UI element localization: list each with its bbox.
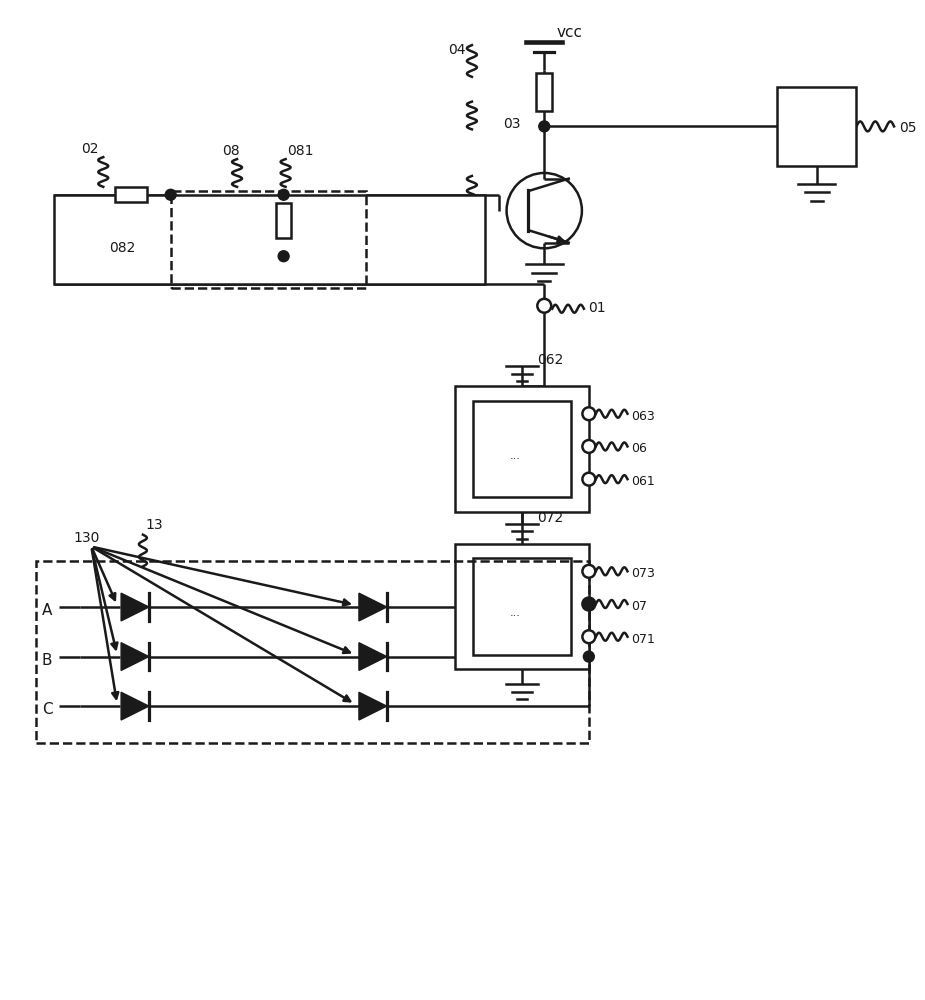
Text: 02: 02 xyxy=(81,142,99,156)
Circle shape xyxy=(537,299,551,313)
Text: 08: 08 xyxy=(222,144,240,158)
Bar xyxy=(36,561,589,743)
Text: 071: 071 xyxy=(632,633,655,646)
Text: B: B xyxy=(42,653,53,668)
Text: 07: 07 xyxy=(632,600,648,613)
Text: C: C xyxy=(42,702,53,717)
Text: 04: 04 xyxy=(448,43,465,57)
Bar xyxy=(455,544,589,669)
Bar xyxy=(170,191,366,288)
Text: 062: 062 xyxy=(536,353,563,367)
Bar xyxy=(277,203,291,238)
Text: 063: 063 xyxy=(632,410,655,423)
Bar xyxy=(473,558,571,655)
Polygon shape xyxy=(121,643,149,670)
Polygon shape xyxy=(359,593,387,621)
Text: 072: 072 xyxy=(536,511,563,525)
Text: 130: 130 xyxy=(73,531,100,545)
Text: 061: 061 xyxy=(632,475,655,488)
Circle shape xyxy=(584,599,594,609)
Polygon shape xyxy=(359,692,387,720)
Text: 13: 13 xyxy=(146,518,164,532)
Circle shape xyxy=(584,651,594,662)
Polygon shape xyxy=(359,643,387,670)
Circle shape xyxy=(583,473,596,486)
Bar xyxy=(455,386,589,512)
Text: 073: 073 xyxy=(632,567,655,580)
Circle shape xyxy=(583,440,596,453)
Bar xyxy=(777,87,857,166)
Circle shape xyxy=(583,630,596,643)
Text: vcc: vcc xyxy=(556,25,582,40)
Circle shape xyxy=(278,189,290,200)
Bar xyxy=(54,195,485,284)
Text: 06: 06 xyxy=(632,442,648,455)
Circle shape xyxy=(278,251,290,262)
Circle shape xyxy=(166,189,176,200)
Text: A: A xyxy=(42,603,52,618)
Circle shape xyxy=(583,565,596,578)
Polygon shape xyxy=(121,593,149,621)
Text: 082: 082 xyxy=(109,241,136,255)
Text: 05: 05 xyxy=(899,121,917,135)
Circle shape xyxy=(583,407,596,420)
Circle shape xyxy=(538,121,549,132)
Text: 03: 03 xyxy=(502,117,520,131)
Text: 081: 081 xyxy=(288,144,315,158)
Text: ...: ... xyxy=(510,451,521,461)
Text: 01: 01 xyxy=(588,301,606,315)
Text: ...: ... xyxy=(510,608,521,618)
Bar xyxy=(115,187,147,202)
Bar xyxy=(536,73,552,111)
Bar xyxy=(473,401,571,497)
Circle shape xyxy=(583,598,596,610)
Polygon shape xyxy=(121,692,149,720)
